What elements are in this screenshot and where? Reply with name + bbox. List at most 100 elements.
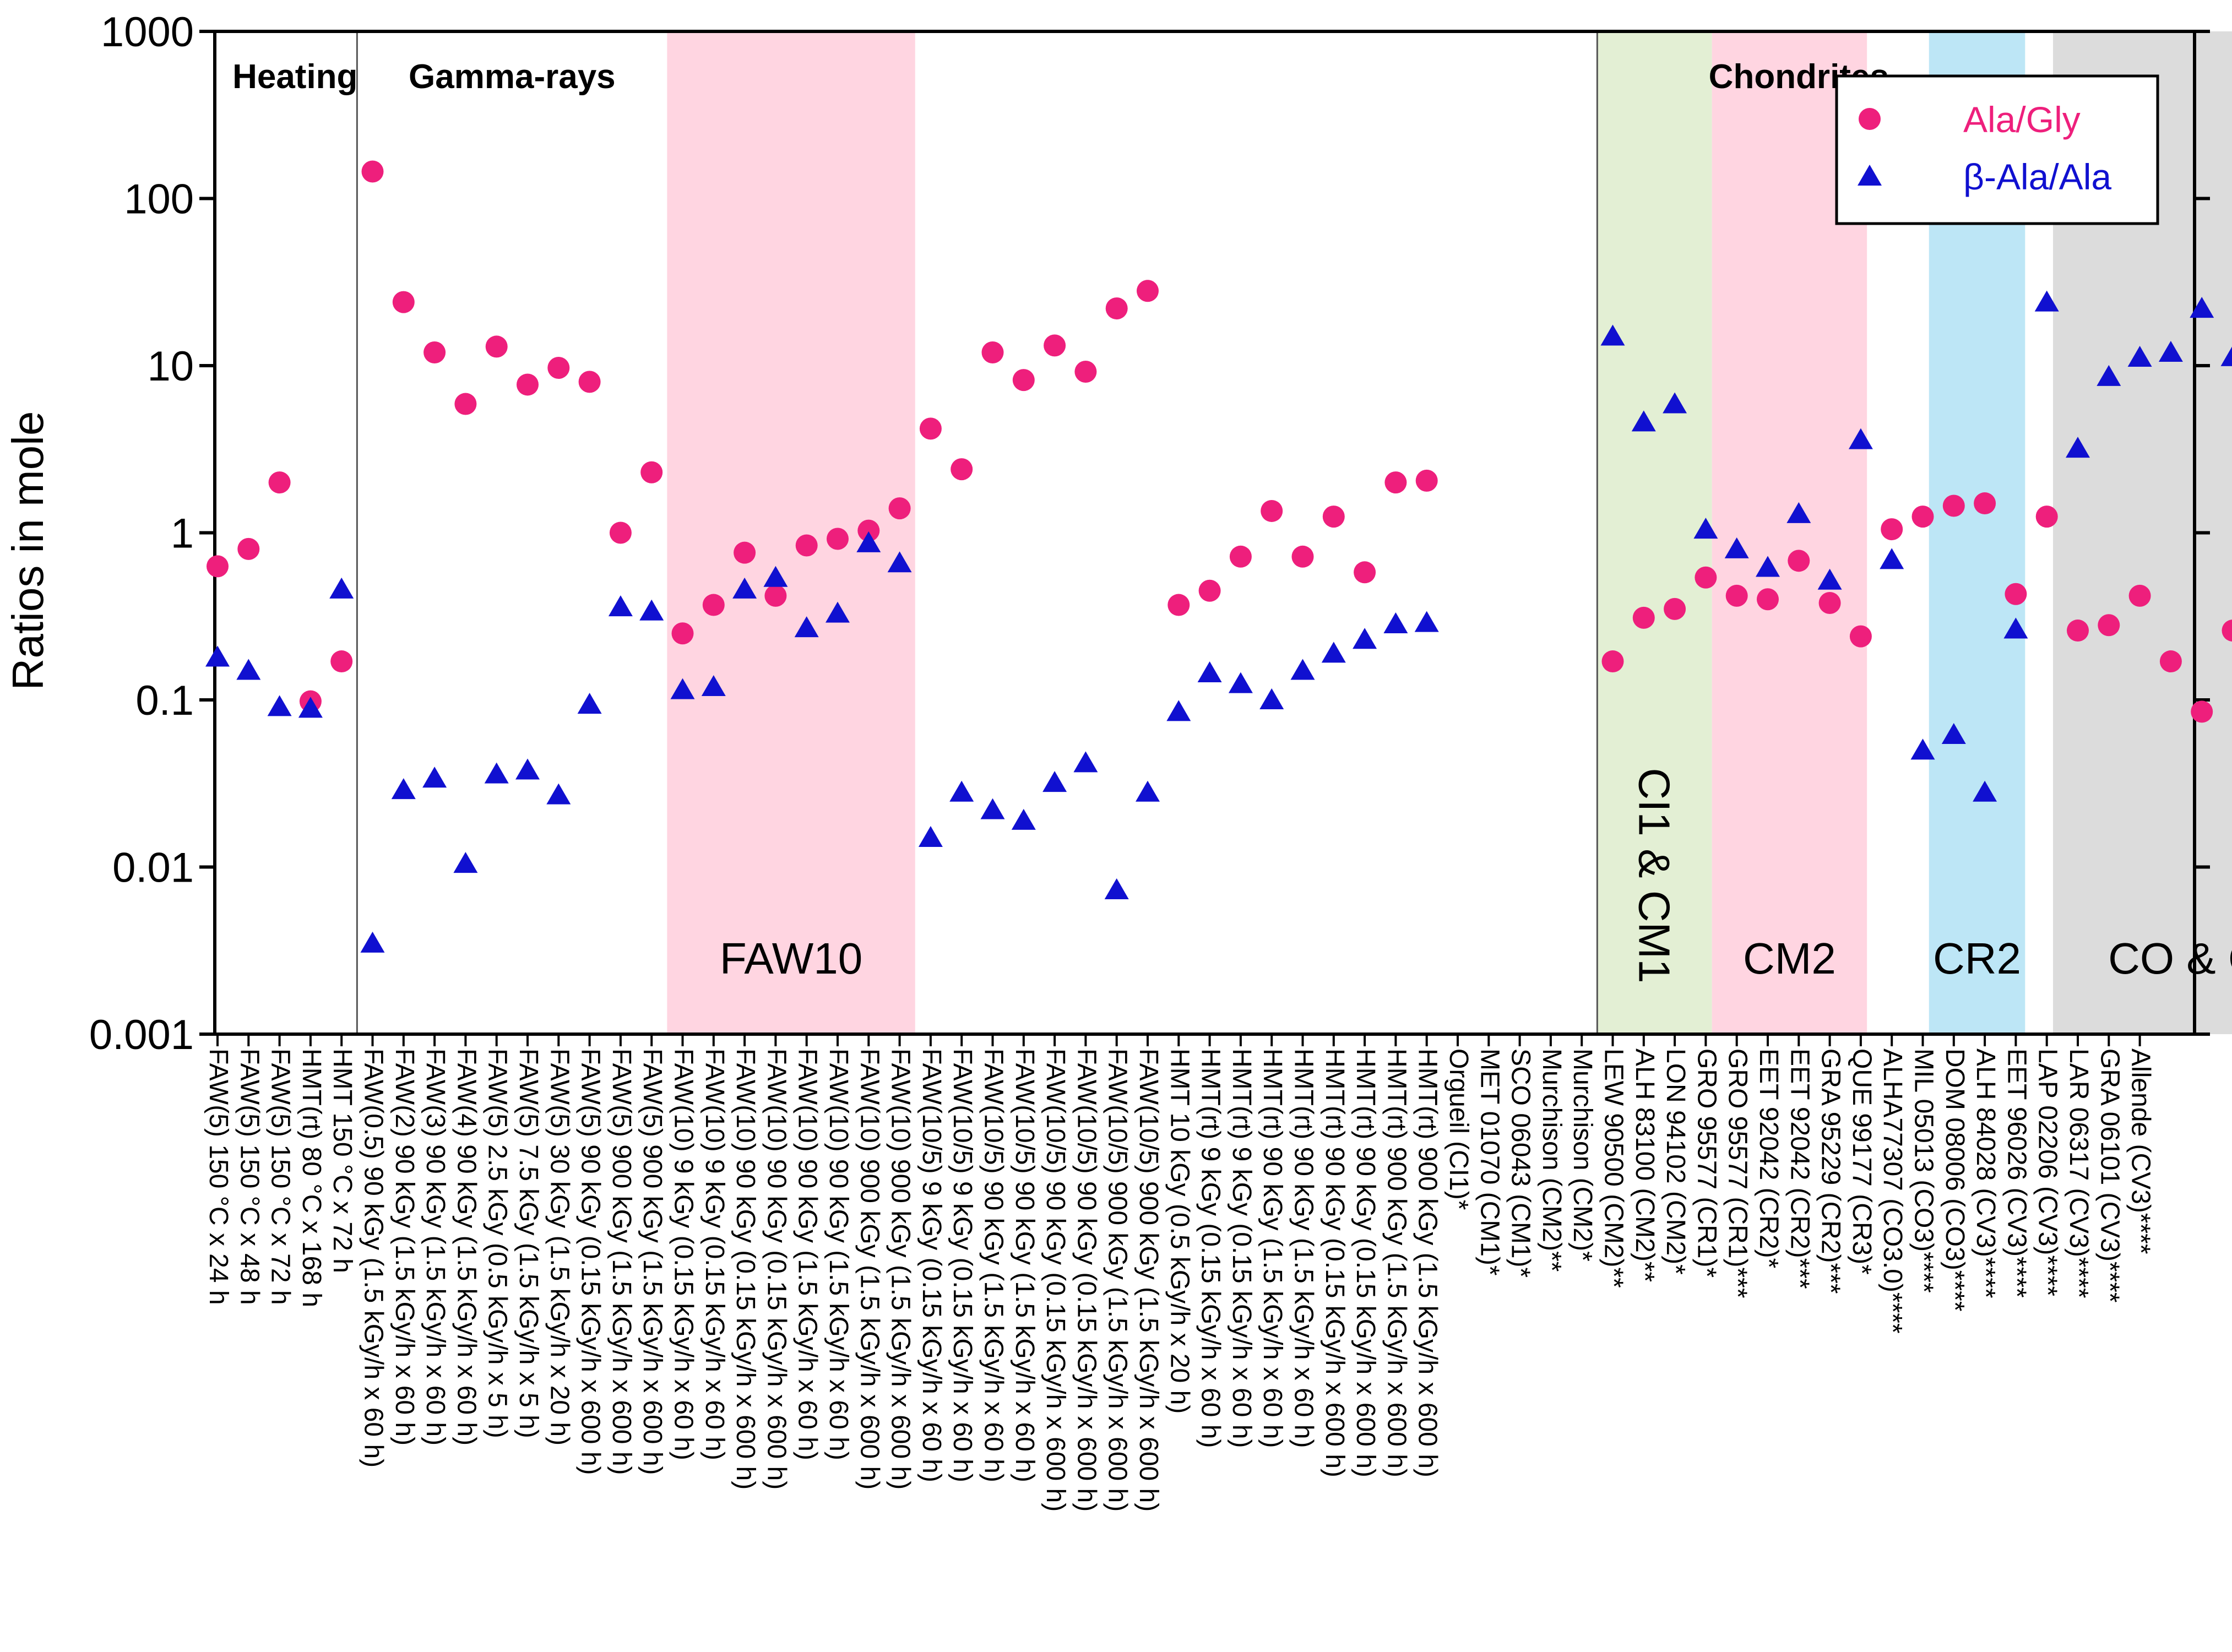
x-category-label: FAW(10) 90 kGy (1.5 kGy/h x 60 h): [824, 1048, 853, 1460]
bala-ala-point: [484, 762, 509, 784]
ala-gly-point: [1261, 499, 1283, 522]
x-category-label: FAW(10) 90 kGy (1.5 kGy/h x 60 h): [793, 1048, 822, 1460]
ala-gly-point: [207, 555, 229, 578]
bala-ala-point: [2190, 297, 2214, 318]
bala-ala-point: [453, 852, 478, 873]
bala-ala-point: [949, 780, 974, 802]
x-category-label: FAW(10/5) 90 kGy (1.5 kGy/h x 60 h): [1010, 1048, 1039, 1482]
bala-ala-point: [608, 595, 633, 617]
bala-ala-point: [918, 826, 943, 847]
x-category-label: GRA 06101 (CV3)****: [2095, 1048, 2124, 1303]
x-category-label: EET 92042 (CR2)*: [1754, 1048, 1783, 1268]
ala-gly-point: [1074, 360, 1097, 383]
x-category-label: FAW(5) 90 kGy (0.15 kGy/h x 600 h): [576, 1048, 605, 1475]
bala-ala-point: [2097, 365, 2121, 386]
bala-ala-point: [732, 577, 757, 599]
ala-gly-point: [1105, 297, 1128, 320]
ala-gly-point: [919, 417, 942, 440]
x-category-label: HMT(rt) 9 kGy (0.15 kGy/h x 60 h): [1227, 1048, 1256, 1448]
ala-gly-point: [2191, 700, 2213, 723]
bala-ala-point: [639, 599, 664, 621]
ala-gly-point: [392, 291, 415, 313]
ala-gly-point: [454, 393, 477, 415]
ala-gly-point: [2159, 650, 2182, 673]
ala-gly-point: [1942, 494, 1965, 517]
ala-gly-point: [1354, 561, 1376, 584]
x-category-label: FAW(10) 90 kGy (0.15 kGy/h x 600 h): [731, 1048, 760, 1490]
y-tick-label: 10: [147, 343, 194, 390]
x-category-labels: FAW(5) 150 °C x 24 h FAW(5) 150 °C x 48 h…: [204, 1048, 2155, 1512]
bala-ala-point: [1136, 780, 1160, 802]
x-category-label: Murchison (CM2)*: [1568, 1048, 1597, 1262]
x-category-label: MIL 05013 (CO3)****: [1909, 1048, 1938, 1293]
x-category-label: QUE 99177 (CR3)*: [1847, 1048, 1876, 1275]
bala-ala-point: [2003, 617, 2028, 639]
x-category-label: FAW(10/5) 90 kGy (0.15 kGy/h x 600 h): [1041, 1048, 1070, 1512]
bala-ala-point: [1383, 612, 1408, 633]
ala-gly-point: [547, 357, 570, 379]
ala-gly-point: [330, 650, 353, 673]
x-category-label: FAW(10/5) 90 kGy (0.15 kGy/h x 600 h): [1072, 1048, 1101, 1512]
x-category-label: HMT(rt) 90 kGy (0.15 kGy/h x 600 h): [1320, 1048, 1349, 1477]
x-category-label: FAW(4) 90 kGy (1.5 kGy/h x 60 h): [452, 1048, 481, 1446]
x-category-label: FAW(0.5) 90 kGy (1.5 kGy/h x 60 h): [359, 1048, 388, 1468]
group-labels: Heating Gamma-rays Chondrites: [232, 58, 1889, 96]
x-category-label: HMT(rt) 900 kGy (1.5 kGy/h x 600 h): [1382, 1048, 1411, 1477]
y-axis-title: Ratios in mole: [3, 411, 52, 691]
x-category-label: HMT(rt) 90 kGy (1.5 kGy/h x 60 h): [1289, 1048, 1318, 1448]
x-category-label: ALHA77307 (CO3.0)****: [1878, 1048, 1907, 1334]
bala-ala-point: [1724, 537, 1749, 558]
ala-gly-point: [1974, 492, 1996, 515]
y-tick-label: 1: [171, 510, 194, 557]
x-category-label: EET 92042 (CR2)***: [1785, 1048, 1814, 1289]
bala-ala-point: [1197, 661, 1222, 683]
bala-ala-point: [826, 601, 850, 623]
ala-gly-point: [2005, 583, 2027, 605]
bala-ala-point: [1756, 556, 1780, 577]
ala-gly-point: [671, 622, 694, 645]
ala-gly-point: [1725, 584, 1748, 607]
x-category-label: DOM 08006 (CO3)****: [1940, 1048, 1969, 1312]
bala-ala-point: [546, 783, 571, 805]
region-labels: FAW10 CI1 & CM1 CM2 CR2 CO & CV: [720, 768, 2232, 983]
legend-label: β-Ala/Ala: [1963, 156, 2111, 197]
ala-gly-point: [2222, 620, 2232, 642]
bala-ala-point: [329, 577, 354, 599]
ala-gly-point: [2035, 506, 2058, 528]
bala-ala-point: [1941, 723, 1966, 745]
ala-gly-point: [1911, 506, 1934, 528]
y-tick-label: 0.01: [112, 845, 194, 892]
bala-ala-point: [2127, 346, 2152, 367]
ala-gly-point: [237, 537, 260, 560]
bala-ala-point: [763, 566, 788, 587]
ala-gly-point: [2067, 620, 2089, 642]
ala-gly-point: [1291, 545, 1314, 568]
x-category-label: ALH 84028 (CV3)****: [1971, 1048, 2000, 1298]
x-category-label: HMT 10 kGy (0.5 kGy/h x 20 h): [1165, 1048, 1194, 1414]
x-category-label: MET 01070 (CM1)*: [1475, 1048, 1504, 1276]
group-label: Gamma-rays: [409, 58, 616, 96]
x-category-label: FAW(5) 2.5 kGy (0.5 kGy/h x 5 h): [483, 1048, 512, 1438]
bala-ala-point: [2034, 290, 2059, 312]
bala-ala-point: [794, 616, 819, 638]
x-category-label: LAR 06317 (CV3)****: [2064, 1048, 2093, 1298]
ala-gly-point: [1384, 471, 1407, 494]
bala-ala-point: [2158, 340, 2183, 362]
ala-gly-point: [2098, 614, 2120, 637]
ala-gly-point: [1167, 594, 1190, 616]
legend-label: Ala/Gly: [1963, 99, 2081, 140]
ala-gly-point: [1601, 650, 1624, 673]
x-category-label: LAP 02206 (CV3)****: [2033, 1048, 2062, 1296]
bala-ala-point: [1073, 751, 1098, 773]
ala-gly-point: [1695, 566, 1717, 589]
bala-ala-point: [980, 798, 1005, 819]
bala-ala-point: [515, 758, 540, 780]
x-category-label: FAW(5) 7.5 kGy (1.5 kGy/h x 5 h): [514, 1048, 543, 1438]
x-category-label: LEW 90500 (CM2)**: [1599, 1048, 1628, 1288]
x-category-label: SCO 06043 (CM1)*: [1506, 1048, 1535, 1278]
x-category-label: GRA 95229 (CR2)***: [1816, 1048, 1845, 1294]
bala-ala-point: [1011, 808, 1036, 830]
x-category-label: Murchison (CM2)**: [1537, 1048, 1566, 1271]
x-category-label: EET 96026 (CV3)****: [2002, 1048, 2031, 1298]
y-tick-label: 0.001: [89, 1012, 194, 1058]
